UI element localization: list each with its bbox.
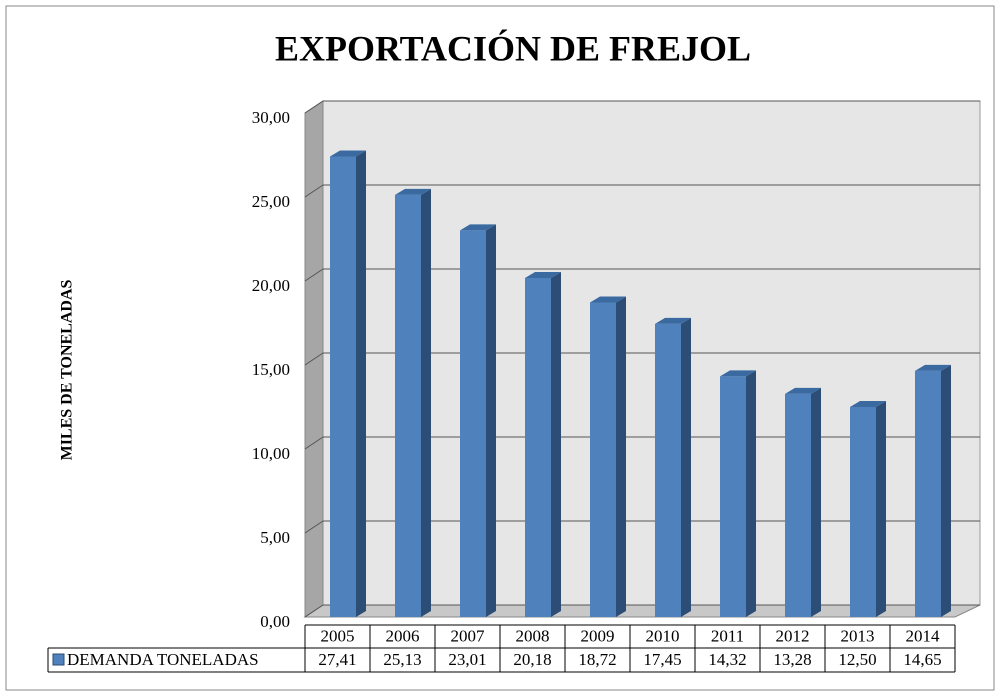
bar-top	[655, 317, 691, 324]
x-tick-label: 2014	[906, 626, 941, 645]
bar	[915, 370, 941, 617]
y-tick-label: 15,00	[252, 360, 290, 379]
legend-swatch	[52, 653, 65, 666]
y-tick-label: 5,00	[260, 528, 290, 547]
grid-line-side	[304, 184, 324, 198]
data-label: 14,65	[903, 650, 941, 669]
bar-side	[876, 401, 886, 617]
x-tick-label: 2008	[516, 626, 550, 645]
x-tick-label: 2011	[711, 626, 744, 645]
grid-line-side	[304, 520, 324, 534]
bar	[395, 194, 421, 618]
y-axis-label: MILES DE TONELADAS	[59, 280, 76, 461]
x-tick-label: 2013	[841, 626, 875, 645]
x-tick-label: 2007	[451, 626, 486, 645]
bar-side	[681, 317, 691, 617]
y-tick-label: 25,00	[252, 192, 290, 211]
legend-label: DEMANDA TONELADAS	[67, 650, 259, 669]
y-tick-label: 30,00	[252, 108, 290, 127]
chart-title: EXPORTACIÓN DE FREJOL	[275, 28, 751, 68]
bar-side	[811, 387, 821, 617]
grid-line-side	[304, 604, 324, 618]
bar-top	[850, 401, 886, 407]
grid-line-side	[304, 268, 324, 282]
data-label: 18,72	[578, 650, 616, 669]
x-tick-label: 2012	[776, 626, 810, 645]
bar-top	[395, 188, 431, 195]
grid-line-side	[304, 436, 324, 450]
data-label: 25,13	[383, 650, 421, 669]
data-label: 27,41	[318, 650, 356, 669]
data-label: 13,28	[773, 650, 811, 669]
bar	[785, 393, 811, 617]
x-tick-label: 2010	[646, 626, 680, 645]
bar-side	[941, 364, 951, 617]
x-tick-label: 2005	[321, 626, 355, 645]
bar-side	[356, 150, 366, 617]
bar	[850, 407, 876, 617]
bar	[655, 323, 681, 617]
bar-top	[330, 150, 366, 157]
bar-top	[590, 296, 626, 303]
bar-top	[915, 364, 951, 371]
bar	[330, 156, 356, 617]
bar-side	[746, 370, 756, 617]
x-tick-label: 2009	[581, 626, 615, 645]
bar	[590, 302, 616, 617]
bar-side	[551, 271, 561, 617]
grid-line-side	[304, 100, 324, 114]
x-tick-label: 2006	[386, 626, 420, 645]
bar-side	[616, 296, 626, 617]
bar-top	[460, 224, 496, 231]
bar	[525, 277, 551, 617]
bar-top	[785, 387, 821, 394]
data-label: 17,45	[643, 650, 681, 669]
data-label: 14,32	[708, 650, 746, 669]
bar	[460, 230, 486, 617]
bar-side	[486, 224, 496, 617]
bar-top	[525, 271, 561, 278]
bar-top	[720, 370, 756, 377]
y-tick-label: 10,00	[252, 444, 290, 463]
y-tick-label: 0,00	[260, 612, 290, 631]
data-label: 20,18	[513, 650, 551, 669]
bar-side	[421, 188, 431, 618]
data-label: 12,50	[838, 650, 876, 669]
bar	[720, 376, 746, 617]
grid-line-side	[304, 352, 324, 366]
data-label: 23,01	[448, 650, 486, 669]
y-tick-label: 20,00	[252, 276, 290, 295]
